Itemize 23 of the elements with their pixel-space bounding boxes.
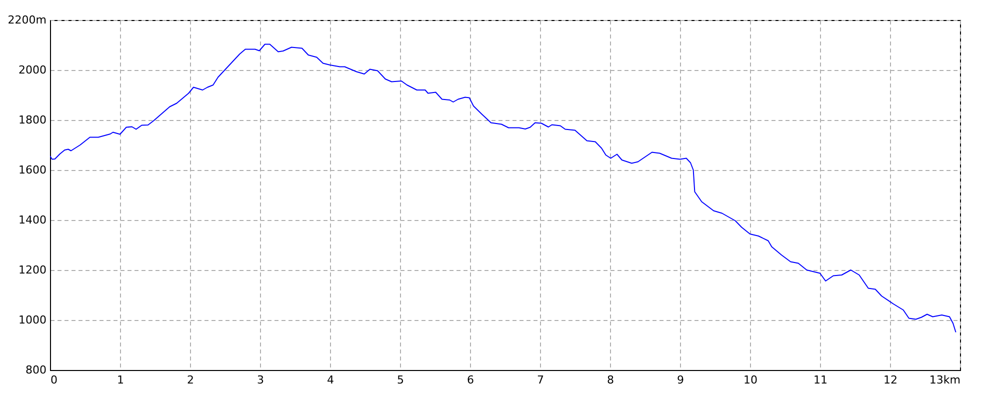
y-tick-label: 1600	[18, 164, 46, 176]
x-tick-label: 8	[607, 374, 614, 386]
x-tick-label: 5	[397, 374, 404, 386]
x-tick-label: 6	[467, 374, 474, 386]
x-tick-label: 7	[537, 374, 544, 386]
y-tick-label: 800	[26, 364, 46, 376]
y-tick-label: 1800	[18, 114, 46, 126]
x-tick-label: 2	[187, 374, 194, 386]
x-tick-label: 4	[327, 374, 334, 386]
y-tick-label: 1200	[18, 264, 46, 276]
x-tick-label: 9	[677, 374, 684, 386]
x-tick-label: 12	[884, 374, 898, 386]
y-tick-label: 1000	[18, 314, 46, 326]
x-tick-label: 0	[50, 374, 58, 386]
y-tick-label: 2000	[18, 64, 46, 76]
x-tick-label: 1	[117, 374, 124, 386]
x-tick-label: 13km	[929, 374, 960, 386]
x-tick-label: 11	[814, 374, 828, 386]
y-tick-label: 2200m	[8, 14, 46, 26]
y-tick-label: 1400	[18, 214, 46, 226]
x-tick-label: 10	[744, 374, 758, 386]
x-tick-label: 3	[257, 374, 264, 386]
line-series	[50, 44, 956, 333]
